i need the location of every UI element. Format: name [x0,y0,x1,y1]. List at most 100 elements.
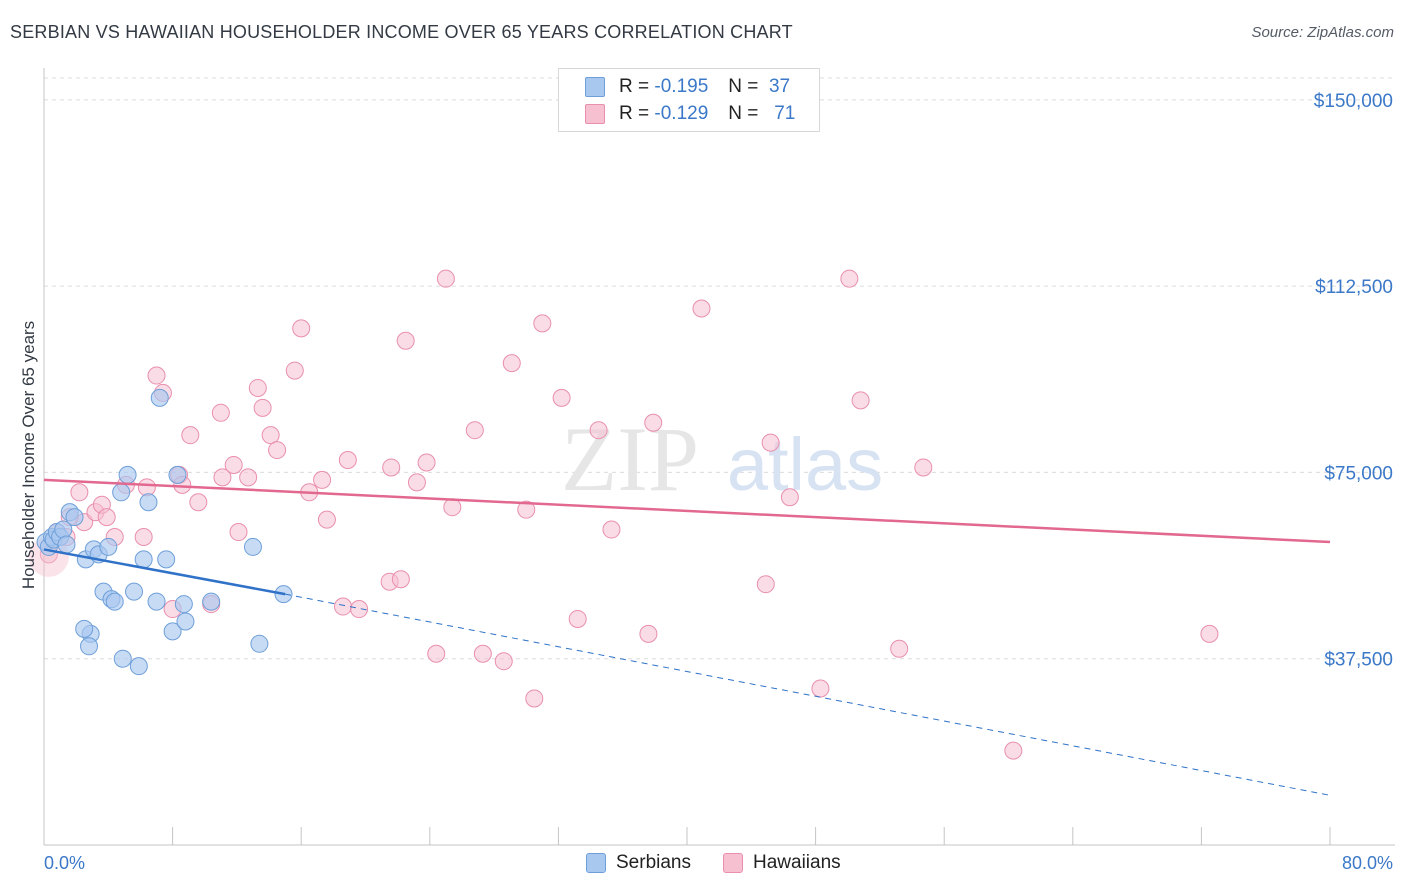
legend-n-label-hawaiian: N = [728,103,759,124]
serbian-point [129,657,148,676]
hawaiian-point [382,458,401,477]
hawaiian-point [427,644,446,663]
hawaiian-point [338,451,357,469]
serbian-trendline-extension [285,593,1331,796]
correlation-legend: R = -0.195 N = 37 R = -0.129 N = 71 [558,68,820,132]
y-tick-label: $75,000 [1324,463,1393,484]
hawaiian-point [229,523,248,542]
x-tick-labels: 0.0% 80.0% [44,853,1393,873]
serbian-point [202,592,221,611]
legend-row-hawaiian: R = -0.129 N = 71 [585,102,795,126]
serbian-point [176,612,195,631]
source-label: Source: ZipAtlas.com [1251,24,1394,41]
hawaiian-point [443,498,462,517]
x-tick-label: 0.0% [44,853,85,873]
series-label-hawaiians: Hawaiians [753,852,841,873]
serbian-point [113,649,132,668]
serbian-point [99,537,118,556]
serbian-point [139,493,158,512]
watermark: ZIP atlas [561,408,883,510]
serbian-points [36,388,293,676]
serbian-point [174,595,193,614]
serbian-point [75,619,94,638]
hawaiian-point [211,403,230,422]
hawaiian-point [692,299,711,318]
serbian-point [125,582,144,601]
hawaiian-point [189,493,208,512]
hawaiian-point [589,421,608,440]
hawaiian-trendline [43,478,1331,544]
legend-r-hawaiian: -0.129 [654,103,709,124]
y-tick-label: $112,500 [1315,277,1393,298]
legend-swatch-hawaiian [585,104,605,124]
hawaiian-point [568,609,587,628]
hawaiian-point [268,441,287,460]
hawaiian-point [552,388,571,407]
hawaiian-point [1200,624,1219,643]
hawaiian-point [248,378,267,397]
serbian-point [112,483,131,502]
hawaiian-point [137,478,156,497]
chart-title: SERBIAN VS HAWAIIAN HOUSEHOLDER INCOME O… [10,22,793,42]
y-axis-title: Householder Income Over 65 years [19,321,38,589]
serbian-point [134,550,153,569]
serbian-point [57,535,76,554]
hawaiian-point [533,314,552,333]
grid-lines [44,77,1395,660]
y-tick-labels: $37,500 $75,000 $112,500 $150,000 [1314,91,1393,671]
serbian-point [65,508,84,527]
serbian-point [118,465,137,484]
serbian-point [147,592,166,611]
hawaiian-point [761,433,780,452]
hawaiian-point [261,426,280,445]
hawaiian-point [134,528,153,546]
serbian-point [163,622,182,641]
series-swatch-serbians [586,853,606,873]
hawaiian-point [840,269,859,288]
serbian-point [157,550,176,569]
hawaiian-point [391,570,410,589]
y-tick-label: $37,500 [1324,650,1393,671]
hawaiian-point [780,488,799,507]
hawaiian-point [333,597,352,616]
hawaiian-point [181,426,200,445]
hawaiian-point [756,575,775,594]
series-legend: Serbians Hawaiians [586,852,841,874]
hawaiian-point [473,644,492,663]
hawaiian-point [914,458,933,477]
legend-r-serbian: -0.195 [654,76,709,97]
hawaiian-point [644,413,663,432]
hawaiian-point [851,391,870,410]
serbian-point [250,634,269,653]
hawaiian-point [147,366,166,385]
hawaiian-point [1004,741,1023,760]
legend-n-serbian: 37 [768,76,791,97]
hawaiian-point [602,520,621,539]
serbian-point [168,465,187,484]
hawaiian-point [313,470,332,489]
hawaiian-point [70,483,89,502]
legend-swatch-serbian [585,77,605,97]
legend-n-label-serbian: N = [728,76,759,97]
hawaiian-point [811,679,830,698]
x-tick-label: 80.0% [1342,853,1393,873]
hawaiian-point [436,269,455,288]
hawaiian-point [213,468,232,487]
hawaiian-point [639,624,658,643]
series-swatch-hawaiians [723,853,743,873]
hawaiian-point [239,468,258,487]
serbian-point [105,592,124,611]
hawaiian-point [396,331,415,350]
hawaiian-point [97,508,116,527]
serbian-point [80,637,99,656]
hawaiian-point [502,354,521,373]
watermark-atlas: atlas [727,423,883,506]
hawaiian-point [292,319,311,338]
hawaiian-point [525,689,544,708]
hawaiian-point [285,361,304,380]
trend-lines [43,478,1331,796]
hawaiian-point [465,421,484,440]
series-label-serbians: Serbians [616,852,691,873]
legend-r-label-serbian: R = [619,76,650,97]
